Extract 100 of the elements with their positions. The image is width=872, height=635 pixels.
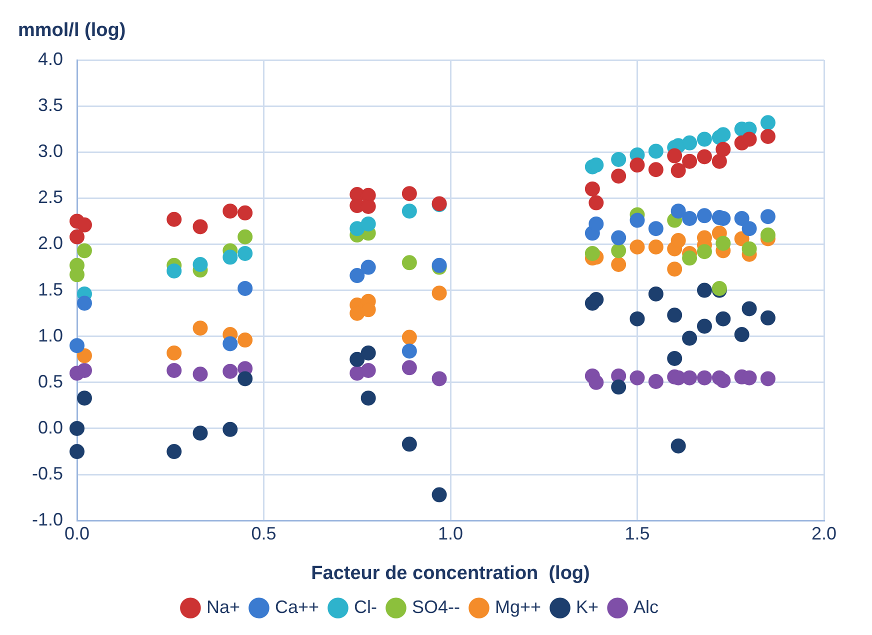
point — [682, 135, 698, 150]
point — [712, 154, 727, 169]
point — [238, 371, 253, 386]
point — [648, 162, 664, 178]
point — [670, 204, 686, 219]
x-tick-label: 2.0 — [811, 523, 837, 544]
y-tick-label: 3.5 — [38, 95, 64, 116]
point — [648, 374, 664, 389]
point — [611, 243, 626, 258]
y-tick-label: 4.0 — [38, 48, 64, 69]
point — [648, 286, 664, 302]
x-tick-label: 0.0 — [64, 523, 90, 544]
point — [222, 336, 238, 352]
point — [222, 364, 238, 379]
point — [696, 132, 712, 147]
legend-label: Alc — [634, 596, 659, 617]
point — [584, 181, 600, 196]
point — [70, 444, 85, 460]
point — [76, 217, 92, 232]
point — [402, 186, 417, 202]
point — [238, 280, 253, 296]
x-tick-label: 1.5 — [624, 523, 650, 544]
point — [734, 210, 750, 226]
point — [360, 198, 376, 214]
point — [432, 286, 447, 301]
point — [696, 282, 712, 298]
x-tick-label: 1.0 — [438, 523, 464, 544]
point — [238, 229, 253, 244]
point — [166, 444, 182, 460]
point — [696, 370, 712, 386]
y-tick-label: -0.5 — [32, 464, 64, 484]
point — [360, 390, 376, 406]
point — [611, 168, 626, 184]
point — [402, 204, 417, 219]
point — [588, 216, 604, 232]
point — [192, 366, 208, 382]
point — [611, 380, 626, 395]
y-tick-label: 3.0 — [38, 141, 64, 162]
point — [696, 318, 712, 334]
y-tick-label: 2.5 — [38, 187, 64, 208]
point — [611, 230, 626, 246]
point — [76, 243, 92, 258]
point — [360, 260, 376, 275]
point — [760, 128, 776, 144]
point — [667, 148, 682, 164]
point — [742, 221, 757, 236]
y-tick-label: -1.0 — [32, 510, 64, 530]
point — [760, 209, 776, 224]
point — [238, 205, 253, 220]
point — [696, 149, 712, 164]
point — [760, 310, 776, 326]
point — [667, 262, 682, 277]
x-axis-title: Facteur de concentration (log) — [311, 562, 590, 584]
point — [682, 250, 698, 266]
point — [760, 371, 776, 386]
point — [716, 236, 731, 251]
point — [222, 422, 238, 437]
point — [682, 210, 698, 226]
point — [76, 362, 92, 378]
point — [588, 292, 604, 308]
point — [350, 221, 365, 236]
point — [716, 311, 731, 326]
legend-label: SO4-- — [412, 596, 460, 617]
point — [611, 152, 626, 167]
point — [360, 362, 376, 378]
point — [238, 246, 253, 261]
point — [682, 370, 698, 386]
y-tick-label: 2.0 — [38, 233, 64, 254]
point — [742, 301, 757, 316]
point — [588, 374, 604, 390]
legend-label: Cl- — [354, 596, 378, 617]
point — [696, 208, 712, 224]
point — [760, 115, 776, 130]
y-tick-label: 1.0 — [38, 325, 64, 346]
point — [432, 371, 447, 386]
point — [402, 436, 417, 452]
point — [192, 426, 208, 441]
point — [760, 228, 776, 243]
point — [588, 195, 604, 210]
point — [648, 240, 664, 255]
point — [166, 362, 182, 378]
point — [70, 420, 85, 436]
point — [667, 308, 682, 323]
point — [682, 154, 698, 169]
legend-label: Ca++ — [274, 596, 320, 617]
point — [350, 352, 365, 367]
point — [76, 390, 92, 406]
point — [630, 240, 645, 255]
point — [630, 158, 645, 173]
legend-label: K+ — [576, 596, 599, 617]
point — [670, 438, 686, 454]
y-tick-label: 1.5 — [38, 279, 64, 300]
point — [238, 332, 253, 348]
point — [611, 257, 626, 272]
point — [742, 241, 757, 256]
point — [670, 163, 686, 178]
point — [76, 296, 92, 311]
point — [192, 257, 208, 272]
point — [716, 127, 731, 142]
point — [166, 212, 182, 227]
